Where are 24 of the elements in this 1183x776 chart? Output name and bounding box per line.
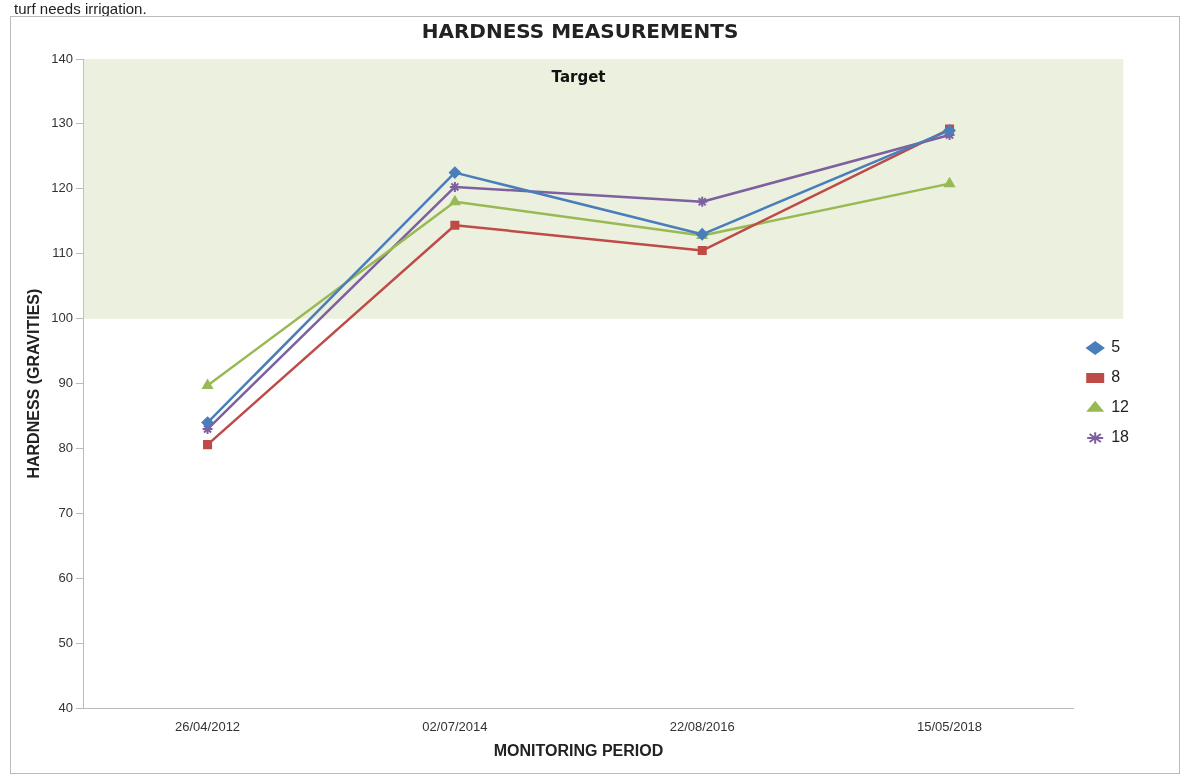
y-tick-label: 110 <box>52 245 73 261</box>
y-tick-label: 50 <box>58 634 73 650</box>
x-tick-label: 22/08/2016 <box>669 718 735 734</box>
y-tick-label: 100 <box>51 310 73 326</box>
y-tick-label: 140 <box>51 50 73 66</box>
y-tick-label: 70 <box>58 505 73 521</box>
y-tick-label: 40 <box>58 699 73 715</box>
x-tick-label: 26/04/2012 <box>175 718 241 734</box>
x-axis-title: MONITORING PERIOD <box>493 741 664 759</box>
y-tick-label: 120 <box>51 180 73 196</box>
legend-label: 18 <box>1111 428 1130 446</box>
legend-label: 5 <box>1111 338 1121 356</box>
y-tick-label: 130 <box>51 115 73 131</box>
y-tick-label: 80 <box>58 440 73 456</box>
y-axis-title: HARDNESS (GRAVITIES) <box>25 288 43 479</box>
y-tick-label: 90 <box>58 375 73 391</box>
x-tick-label: 15/05/2018 <box>917 718 983 734</box>
y-tick-label: 60 <box>58 569 73 585</box>
chart-title: HARDNESS MEASUREMENTS <box>421 19 739 44</box>
legend-label: 12 <box>1111 398 1130 416</box>
x-tick-label: 02/07/2014 <box>422 718 488 734</box>
legend-label: 8 <box>1111 368 1121 386</box>
text: turf needs irrigation. <box>14 0 147 18</box>
band-label: Target <box>551 68 606 87</box>
